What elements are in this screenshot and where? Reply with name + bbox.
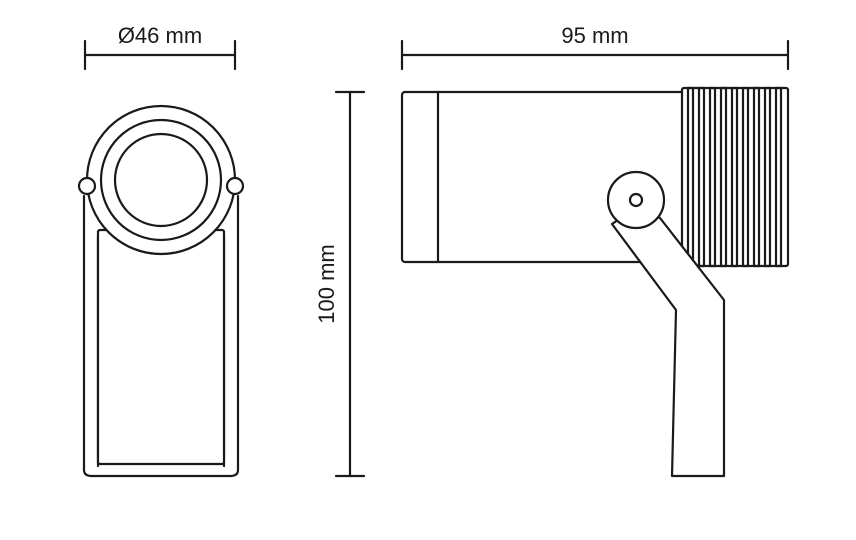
lens-assembly [87,106,235,254]
heatsink-fins [682,88,788,266]
body-front [98,230,224,464]
pivot-knob [79,178,95,194]
front-view: Ø46 mm [79,23,243,476]
dimension-length: 95 mm [402,23,788,69]
dimension-diameter: Ø46 mm [85,23,235,69]
dimension-label: 100 mm [314,244,339,323]
side-view: 95 mm 100 mm [314,23,788,476]
dimension-label: Ø46 mm [118,23,202,48]
dimension-height: 100 mm [314,92,364,476]
dimension-label: 95 mm [561,23,628,48]
pivot-assembly [608,172,664,228]
pivot-knob [227,178,243,194]
